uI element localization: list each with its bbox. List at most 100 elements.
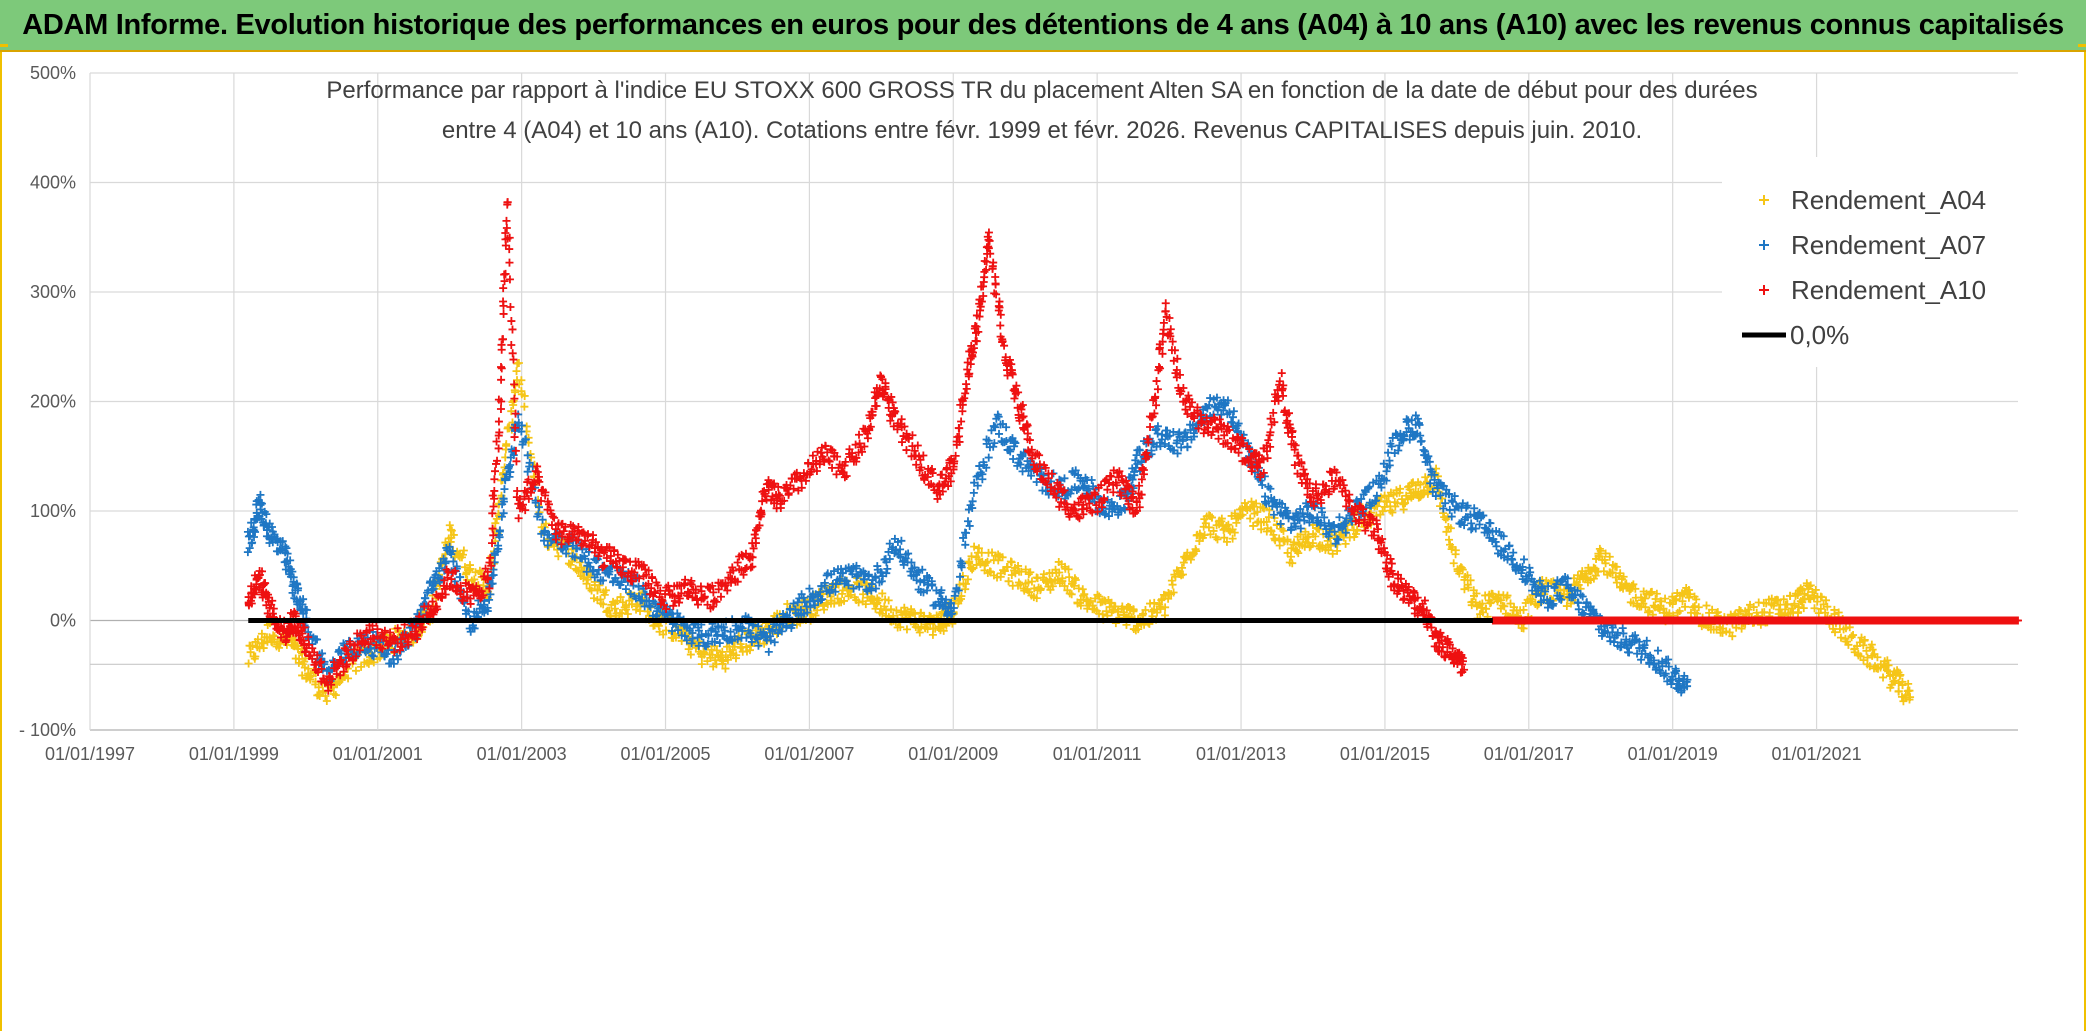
data-point-rendement-a10 bbox=[653, 581, 662, 590]
data-point-rendement-a04 bbox=[520, 402, 529, 411]
data-point-rendement-a10 bbox=[648, 574, 657, 583]
data-point-rendement-a04 bbox=[939, 626, 948, 635]
data-point-rendement-a10 bbox=[996, 310, 1005, 319]
data-point-rendement-a07 bbox=[928, 580, 937, 589]
data-point-rendement-a10 bbox=[985, 236, 994, 245]
data-point-rendement-a07 bbox=[1625, 648, 1634, 657]
data-point-rendement-a07 bbox=[1153, 429, 1162, 438]
data-point-rendement-a07 bbox=[1430, 475, 1439, 484]
data-point-rendement-a04 bbox=[554, 552, 563, 561]
data-point-rendement-a10 bbox=[979, 282, 988, 291]
data-point-rendement-a07 bbox=[754, 622, 763, 631]
data-point-rendement-a04 bbox=[1451, 546, 1460, 555]
data-point-rendement-a07 bbox=[1425, 457, 1434, 466]
data-point-rendement-a07 bbox=[818, 595, 827, 604]
data-point-rendement-a07 bbox=[864, 570, 873, 579]
data-point-rendement-a04 bbox=[1783, 600, 1792, 609]
data-point-rendement-a10 bbox=[1161, 307, 1170, 316]
data-point-rendement-a10 bbox=[510, 433, 519, 442]
data-point-rendement-a10 bbox=[501, 269, 510, 278]
data-point-rendement-a07 bbox=[523, 451, 532, 460]
data-point-rendement-a10 bbox=[459, 592, 468, 601]
data-point-rendement-a10 bbox=[511, 409, 520, 418]
data-point-rendement-a07 bbox=[896, 545, 905, 554]
data-point-rendement-a04 bbox=[1641, 603, 1650, 612]
data-point-rendement-a04 bbox=[1407, 479, 1416, 488]
data-point-rendement-a07 bbox=[1293, 510, 1302, 519]
data-point-rendement-a10 bbox=[958, 407, 967, 416]
data-point-rendement-a04 bbox=[1442, 527, 1451, 536]
data-point-rendement-a10 bbox=[992, 290, 1001, 299]
data-point-rendement-a10 bbox=[1103, 485, 1112, 494]
data-point-rendement-a10 bbox=[700, 592, 709, 601]
data-point-rendement-a07 bbox=[1442, 485, 1451, 494]
data-point-rendement-a04 bbox=[981, 558, 990, 567]
data-point-rendement-a10 bbox=[1285, 409, 1293, 418]
data-point-rendement-a07 bbox=[764, 647, 773, 656]
data-point-rendement-a04 bbox=[470, 575, 479, 584]
data-point-rendement-a07 bbox=[1335, 513, 1344, 522]
data-point-rendement-a10 bbox=[357, 631, 366, 640]
data-point-rendement-a04 bbox=[364, 659, 373, 668]
data-point-rendement-a07 bbox=[1522, 576, 1531, 585]
data-point-rendement-a04 bbox=[1817, 593, 1826, 602]
data-point-rendement-a04 bbox=[1496, 596, 1505, 605]
data-point-rendement-a04 bbox=[1230, 528, 1239, 537]
data-point-rendement-a10 bbox=[428, 597, 437, 606]
data-point-rendement-a07 bbox=[1084, 484, 1093, 493]
data-point-rendement-a10 bbox=[784, 490, 793, 499]
data-point-rendement-a10 bbox=[490, 475, 499, 484]
data-point-rendement-a07 bbox=[1514, 564, 1523, 573]
data-point-rendement-a10 bbox=[832, 470, 841, 479]
data-point-rendement-a10 bbox=[1294, 451, 1303, 460]
data-point-rendement-a07 bbox=[1340, 519, 1349, 528]
data-point-rendement-a07 bbox=[1296, 505, 1305, 514]
data-point-rendement-a10 bbox=[317, 657, 326, 666]
data-point-rendement-a10 bbox=[988, 262, 997, 271]
data-point-rendement-a10 bbox=[1018, 413, 1027, 422]
data-point-rendement-a10 bbox=[561, 522, 570, 531]
data-point-rendement-a07 bbox=[726, 627, 735, 636]
data-point-rendement-a07 bbox=[1436, 491, 1445, 500]
data-point-rendement-a10 bbox=[533, 467, 542, 476]
data-point-rendement-a04 bbox=[1000, 567, 1009, 576]
data-point-rendement-a10 bbox=[594, 552, 603, 561]
data-point-rendement-a10 bbox=[1091, 490, 1100, 499]
data-point-rendement-a07 bbox=[1552, 580, 1561, 589]
data-point-rendement-a04 bbox=[1466, 576, 1475, 585]
data-point-rendement-a10 bbox=[729, 566, 738, 575]
data-point-rendement-a07 bbox=[286, 556, 295, 565]
data-point-rendement-a04 bbox=[1279, 526, 1288, 535]
data-point-rendement-a07 bbox=[270, 530, 279, 539]
y-tick-label: 400% bbox=[30, 173, 76, 193]
data-point-rendement-a07 bbox=[918, 565, 927, 574]
data-point-rendement-a10 bbox=[499, 309, 508, 318]
data-point-rendement-a10 bbox=[1060, 486, 1069, 495]
data-point-rendement-a04 bbox=[1178, 570, 1187, 579]
data-point-rendement-a10 bbox=[1373, 525, 1382, 534]
data-point-rendement-a04 bbox=[449, 530, 458, 539]
data-point-rendement-a04 bbox=[322, 696, 331, 705]
data-point-rendement-a10 bbox=[1359, 505, 1368, 514]
data-point-rendement-a07 bbox=[256, 490, 265, 499]
data-point-rendement-a07 bbox=[1395, 441, 1404, 450]
data-point-rendement-a04 bbox=[1859, 641, 1868, 650]
data-point-rendement-a07 bbox=[855, 582, 864, 591]
data-point-rendement-a07 bbox=[246, 531, 255, 540]
data-point-rendement-a04 bbox=[1813, 597, 1822, 606]
data-point-rendement-a07 bbox=[283, 549, 292, 558]
series-marks bbox=[243, 198, 2022, 706]
data-point-rendement-a07 bbox=[1499, 532, 1508, 541]
data-point-rendement-a04 bbox=[1728, 632, 1737, 641]
data-point-rendement-a07 bbox=[963, 517, 972, 526]
data-point-rendement-a07 bbox=[1229, 407, 1238, 416]
data-point-rendement-a04 bbox=[708, 650, 717, 659]
data-point-rendement-a10 bbox=[508, 325, 517, 334]
data-point-rendement-a04 bbox=[1458, 565, 1467, 574]
data-point-rendement-a10 bbox=[866, 422, 875, 431]
data-point-rendement-a07 bbox=[584, 558, 593, 567]
data-point-rendement-a04 bbox=[915, 628, 924, 637]
data-point-rendement-a07 bbox=[1463, 501, 1472, 510]
data-point-rendement-a10 bbox=[891, 407, 900, 416]
x-tick-label: 01/01/2021 bbox=[1772, 744, 1862, 764]
